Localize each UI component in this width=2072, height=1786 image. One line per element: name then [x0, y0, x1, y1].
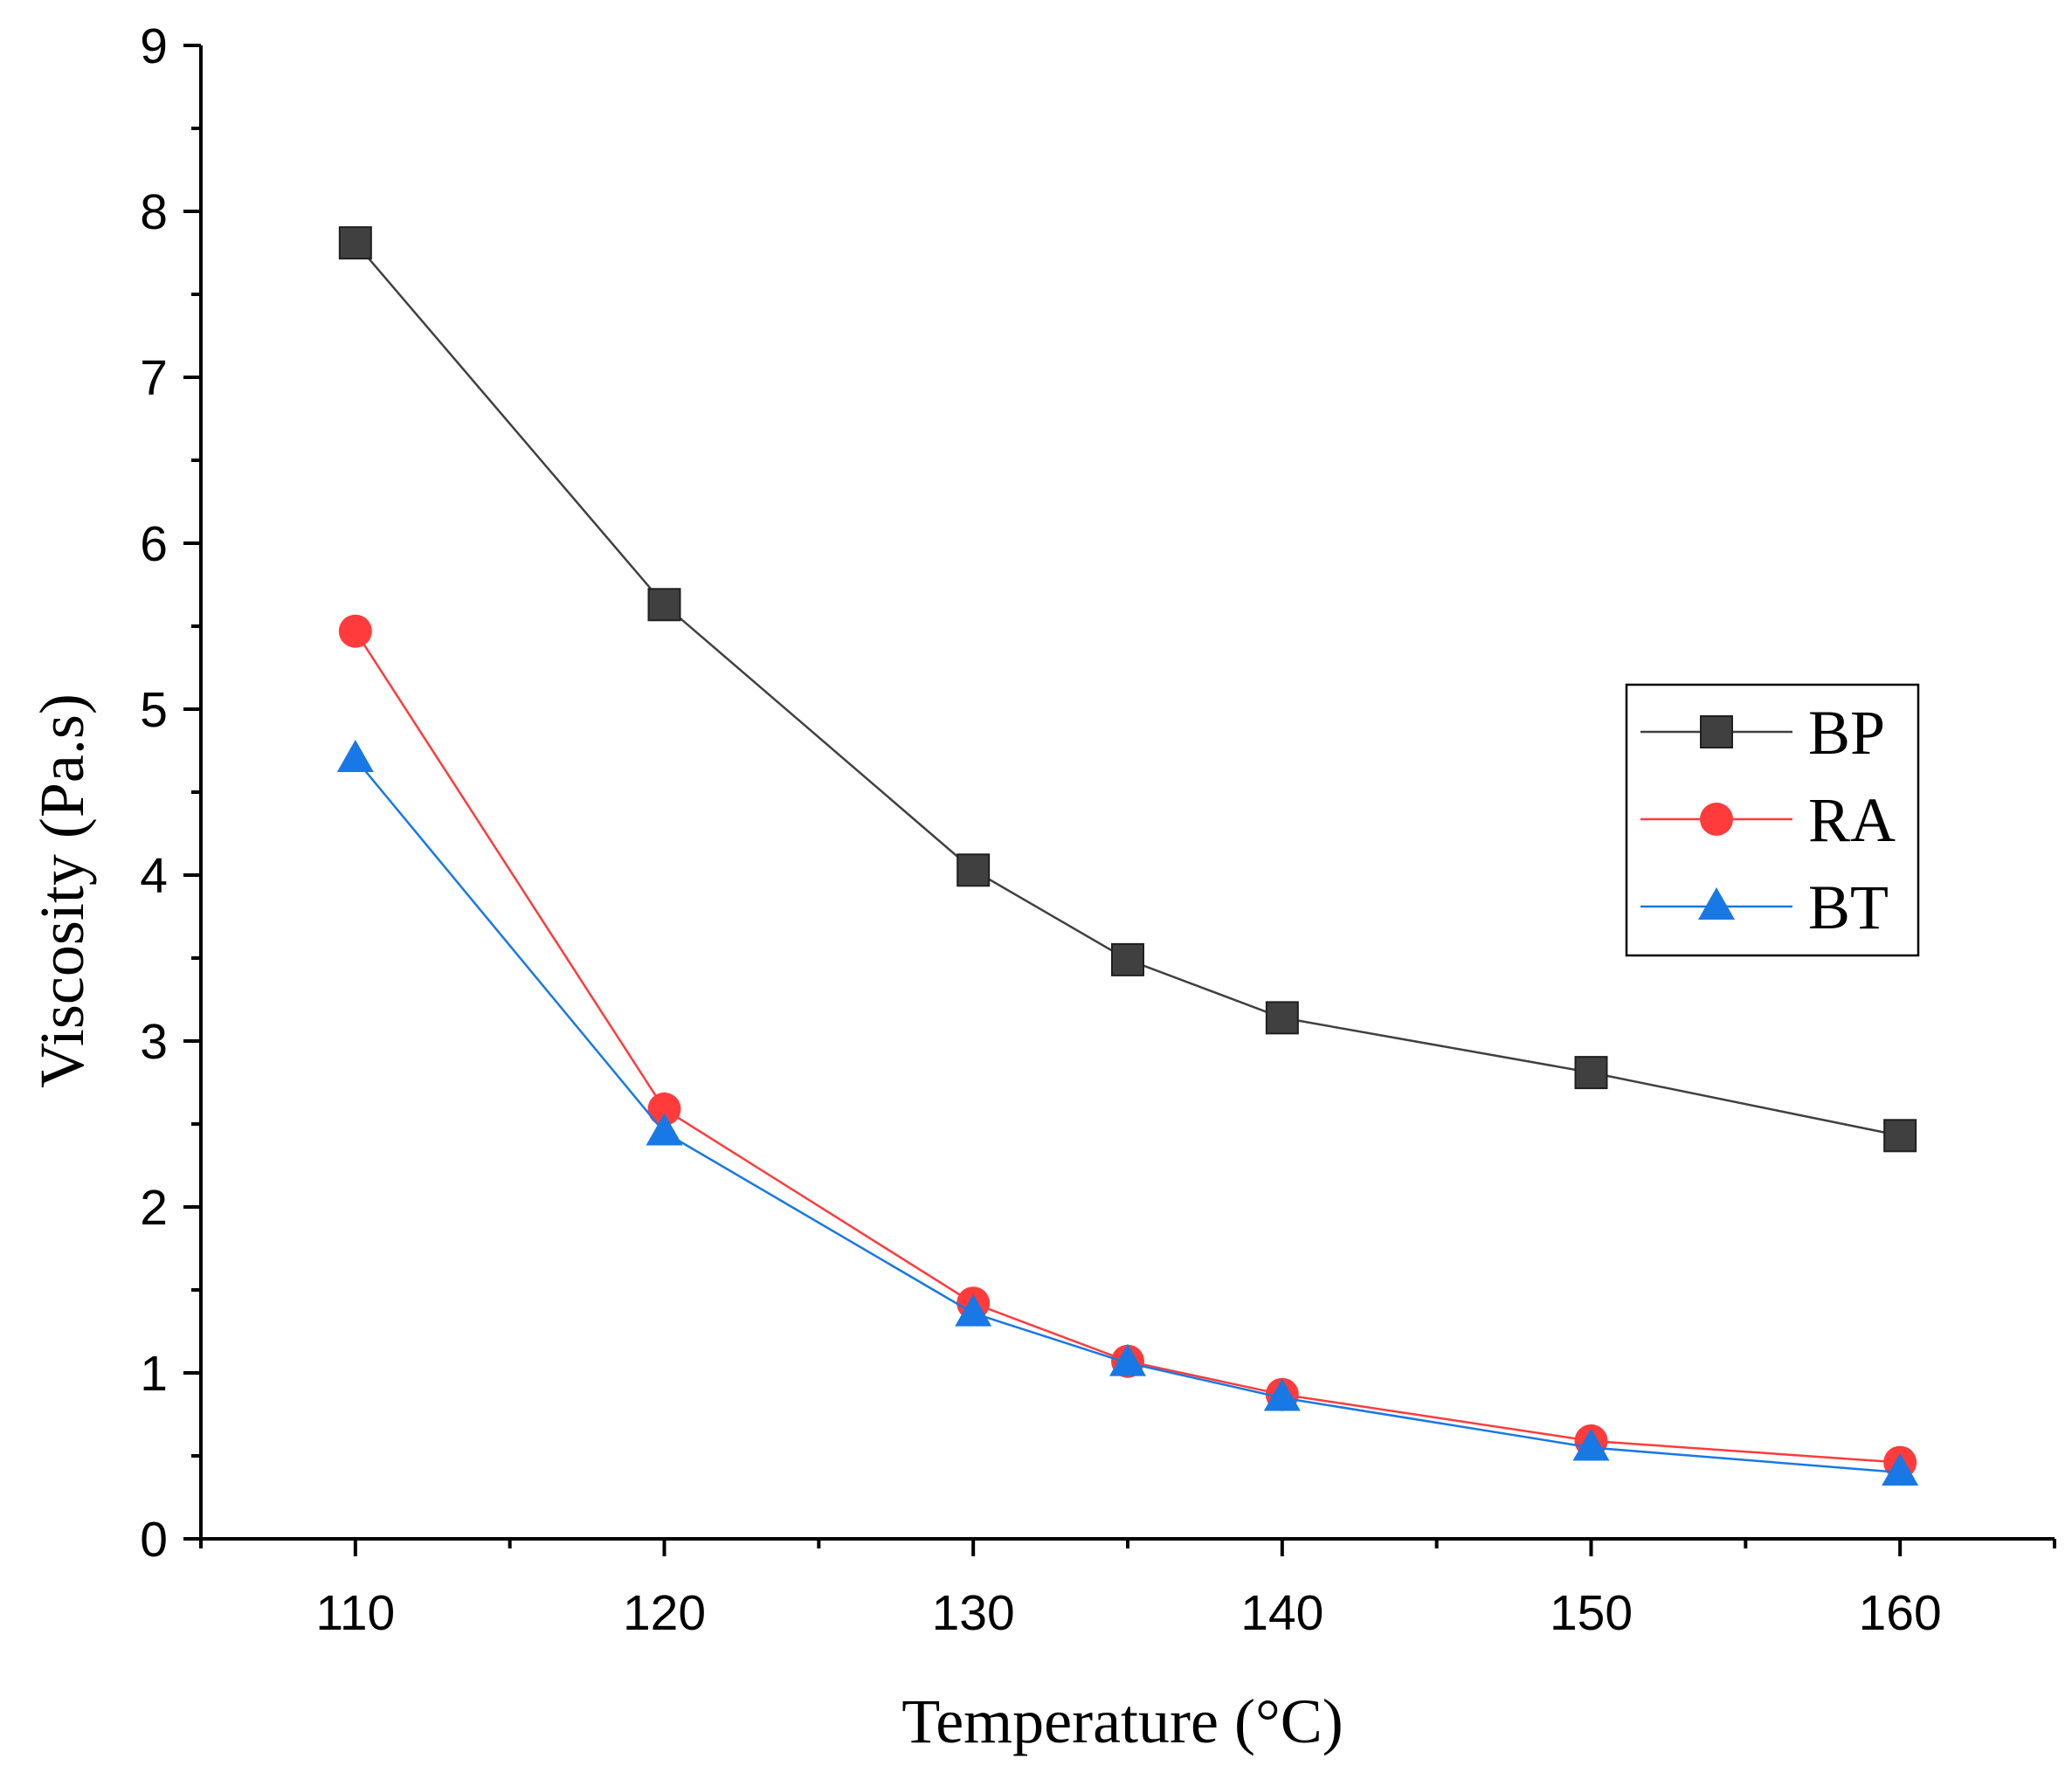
- data-point-ra: [647, 1092, 681, 1126]
- data-point-bp: [957, 853, 991, 887]
- y-tick-label: 5: [140, 682, 168, 738]
- y-tick-label: 8: [140, 184, 168, 240]
- legend-label: BP: [1808, 698, 1885, 768]
- y-tick-label: 2: [140, 1180, 168, 1236]
- legend-label: BT: [1808, 872, 1889, 942]
- series-bp: [338, 226, 1917, 1153]
- legend-marker: [1698, 887, 1735, 920]
- x-tick-label: 110: [315, 1585, 395, 1641]
- x-tick-label: 130: [932, 1585, 1015, 1641]
- data-point-bt: [1109, 1343, 1146, 1376]
- y-tick-label: 6: [140, 516, 168, 572]
- x-tick-label: 140: [1240, 1585, 1323, 1641]
- legend-item-ra: RA: [1640, 785, 1896, 855]
- legend-marker: [1700, 803, 1733, 836]
- y-tick-label: 1: [140, 1346, 168, 1402]
- data-point-bt: [1263, 1378, 1301, 1411]
- x-axis-title: Temperature (°C): [901, 1686, 1343, 1756]
- data-point-bp: [1111, 942, 1144, 976]
- y-axis-title: Viscosity (Pa.s): [27, 693, 97, 1088]
- data-point-bt: [336, 740, 374, 772]
- data-point-bt: [955, 1293, 992, 1327]
- legend-item-bt: BT: [1640, 872, 1889, 942]
- series-layer: [336, 226, 1919, 1486]
- data-point-ra: [338, 614, 372, 648]
- y-tick-label: 3: [140, 1014, 168, 1070]
- legend-label: RA: [1808, 785, 1896, 855]
- x-tick-label: 120: [623, 1585, 706, 1641]
- data-point-bp: [1574, 1056, 1608, 1090]
- legend-marker: [1700, 715, 1733, 748]
- data-point-bp: [647, 588, 681, 622]
- series-bt: [336, 740, 1919, 1486]
- y-tick-label: 9: [140, 18, 168, 74]
- data-point-bt: [646, 1113, 683, 1146]
- y-tick-label: 7: [140, 350, 168, 406]
- y-tick-label: 4: [140, 848, 168, 904]
- data-point-bt: [1572, 1428, 1610, 1461]
- legend-item-bp: BP: [1640, 698, 1885, 768]
- data-point-bp: [338, 226, 372, 260]
- data-point-bp: [1883, 1119, 1917, 1153]
- axes: 0 1 2 3 4 5 6 7 8 9 110 120 130 140 150 160: [140, 18, 2056, 1641]
- y-tick-label: 0: [140, 1512, 168, 1568]
- x-tick-label: 150: [1550, 1585, 1633, 1641]
- data-point-bp: [1265, 1001, 1299, 1035]
- legend: BP RA BT: [1625, 683, 1920, 957]
- x-tick-label: 160: [1859, 1585, 1942, 1641]
- data-point-bt: [1882, 1453, 1919, 1486]
